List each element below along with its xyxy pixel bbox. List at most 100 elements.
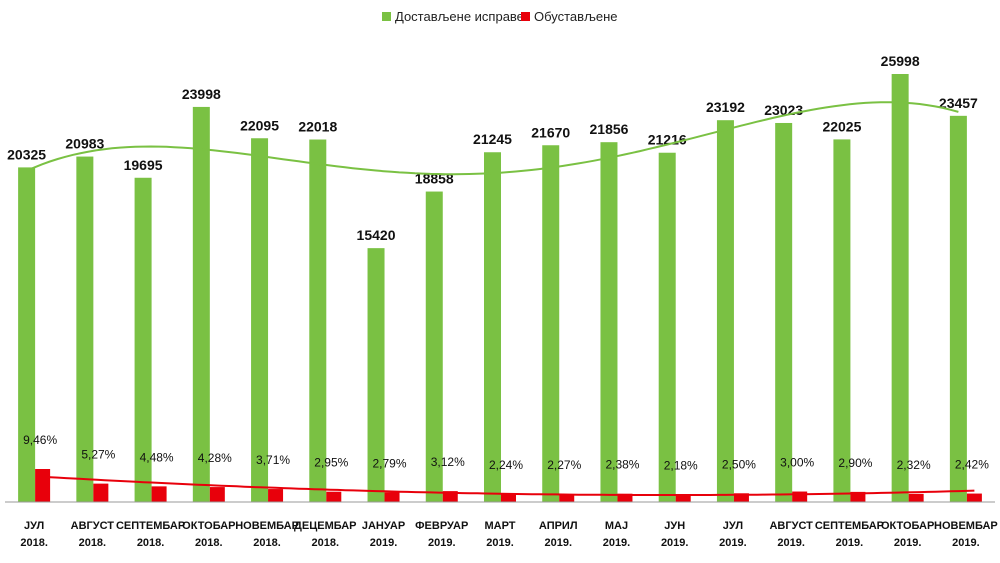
bar-stopped [966,493,982,502]
legend-swatch-stopped [521,12,530,21]
bar-delivered [949,115,967,503]
data-label-delivered: 21216 [648,132,687,148]
bar-stopped [675,494,691,502]
bar-stopped [850,491,866,502]
x-tick-label-month: ОКТОБАР [182,520,235,532]
trendline-delivered [26,101,959,176]
data-label-stopped: 4,48% [140,450,174,464]
bar-stopped [151,486,167,502]
data-label-stopped: 2,32% [897,458,931,472]
data-label-delivered: 22025 [822,118,861,134]
x-tick-label-year: 2019. [544,537,572,549]
bar-delivered [251,138,269,502]
bar-stopped [209,487,225,502]
x-tick-label-month: АВГУСТ [769,520,813,532]
data-label-delivered: 20325 [7,146,46,162]
bar-delivered [600,142,618,502]
data-label-delivered: 22018 [298,119,337,135]
bar-stopped [733,493,749,502]
data-label-stopped: 2,38% [605,458,639,472]
bar-stopped [617,493,633,502]
x-tick-label-month: ЈУН [664,520,685,532]
bar-stopped [268,489,284,502]
bar-stopped [384,492,400,502]
data-label-delivered: 20983 [65,136,104,152]
data-label-delivered: 23998 [182,86,221,102]
x-tick-label-month: НОВЕМБАР [934,520,998,532]
bar-delivered [192,106,210,503]
x-tick-label-month: ОКТОБАР [881,520,934,532]
data-label-stopped: 2,24% [489,458,523,472]
data-label-delivered: 19695 [124,157,163,173]
data-label-stopped: 5,27% [81,448,115,462]
bar-stopped [501,494,516,502]
x-tick-label-month: МАЈ [605,520,628,532]
bar-delivered [76,156,94,502]
bar-delivered [484,152,501,502]
legend-label-delivered: Достављене исправе [395,9,524,24]
data-label-stopped: 2,79% [373,456,407,470]
x-tick-label-year: 2019. [719,537,747,549]
bar-delivered [134,177,152,502]
bar-delivered [775,122,793,503]
bar-stopped [559,494,575,502]
data-label-stopped: 3,12% [431,455,465,469]
data-label-stopped: 2,27% [547,458,581,472]
x-tick-label-year: 2018. [253,537,281,549]
data-label-delivered: 25998 [881,53,920,69]
data-label-delivered: 21670 [531,124,570,140]
x-tick-label-year: 2019. [603,537,631,549]
data-label-stopped: 2,18% [664,458,698,472]
plot-area: 20325 9,46% ЈУЛ 2018. 20983 5,27% АВГУСТ 2018. 1… [7,53,998,549]
x-tick-label-month: АПРИЛ [539,520,578,532]
x-tick-label-year: 2019. [894,537,922,549]
bar-delivered [367,248,385,502]
legend-swatch-delivered [382,12,391,21]
x-tick-label-year: 2018. [195,537,223,549]
x-tick-label-year: 2019. [661,537,689,549]
x-tick-label-month: СЕПТЕМБАР [815,520,884,532]
x-tick-label-month: ЈУЛ [723,520,743,532]
bar-delivered [891,74,909,502]
x-tick-label-year: 2018. [79,537,107,549]
bar-stopped [93,483,109,502]
bar-delivered [425,191,443,502]
data-label-stopped: 3,71% [256,453,290,467]
x-tick-label-month: АВГУСТ [71,520,115,532]
bar-delivered [658,152,676,502]
data-label-delivered: 23192 [706,99,745,115]
data-label-stopped: 2,90% [838,456,872,470]
x-tick-label-year: 2019. [952,537,980,549]
legend: Достављене исправе Обустављене [382,9,618,24]
x-tick-label-year: 2019. [486,537,514,549]
bar-delivered [309,139,327,502]
data-label-delivered: 21856 [590,121,629,137]
data-label-stopped: 2,95% [314,456,348,470]
x-tick-label-month: ФЕBРУАР [415,520,468,532]
data-label-stopped: 4,28% [198,451,232,465]
data-label-stopped: 2,42% [955,458,989,472]
x-tick-label-month: ДЕЦЕМБАР [294,520,356,532]
bar-delivered [716,120,734,502]
data-label-stopped: 9,46% [23,433,57,447]
x-tick-label-year: 2018. [312,537,340,549]
x-tick-label-month: ЈАНУАР [362,520,405,532]
data-label-stopped: 3,00% [780,456,814,470]
x-tick-label-month: СЕПТЕМБАР [116,520,185,532]
data-label-delivered: 15420 [357,227,396,243]
x-tick-label-year: 2019. [777,537,805,549]
trendline-stopped [42,475,975,496]
x-tick-label-year: 2019. [428,537,456,549]
bar-delivered [833,139,851,502]
data-label-delivered: 22095 [240,117,279,133]
bar-stopped [326,491,342,502]
x-tick-label-year: 2019. [370,537,398,549]
data-label-delivered: 21245 [473,131,512,147]
bar-delivered [18,167,36,502]
bar-stopped [908,493,924,502]
legend-label-stopped: Обустављене [534,9,618,24]
x-tick-label-year: 2019. [836,537,864,549]
x-tick-label-year: 2018. [20,537,48,549]
